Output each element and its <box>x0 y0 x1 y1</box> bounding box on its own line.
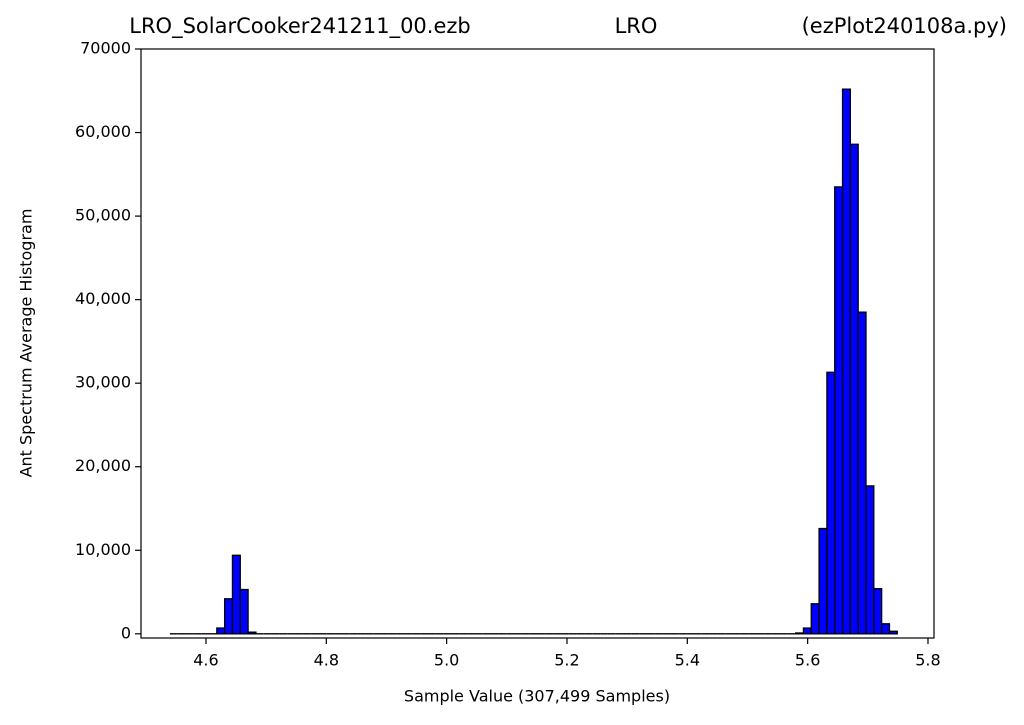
bar <box>818 527 828 635</box>
bar <box>216 627 226 635</box>
bar <box>881 623 891 635</box>
bar <box>810 603 820 635</box>
bar <box>826 371 836 635</box>
bar <box>873 588 883 635</box>
bar <box>849 143 859 635</box>
y-tick-label: 50,000 <box>75 206 131 225</box>
y-tick-label: 0 <box>121 623 131 642</box>
x-tick-label: 4.8 <box>314 651 339 670</box>
bar <box>857 311 867 635</box>
bar <box>794 632 805 635</box>
chart-title: LRO <box>615 14 658 38</box>
x-tick-label: 5.2 <box>554 651 579 670</box>
x-tick-label: 5.0 <box>434 651 459 670</box>
x-tick-label: 5.6 <box>795 651 820 670</box>
bar <box>865 485 875 635</box>
x-axis-label: Sample Value (307,499 Samples) <box>404 687 670 706</box>
chart-title: LRO_SolarCooker241211_00.ezb <box>129 14 471 39</box>
y-tick-label: 70000 <box>80 39 131 58</box>
bar <box>231 554 241 635</box>
chart-title: (ezPlot240108a.py) <box>802 14 1007 38</box>
y-tick-label: 30,000 <box>75 373 131 392</box>
bar <box>247 631 257 635</box>
y-tick-label: 20,000 <box>75 456 131 475</box>
y-tick-label: 40,000 <box>75 289 131 308</box>
x-tick-label: 4.6 <box>193 651 218 670</box>
bar <box>802 627 812 635</box>
y-tick-label: 60,000 <box>75 122 131 141</box>
plot-frame <box>140 48 935 639</box>
x-tick-label: 5.8 <box>915 651 940 670</box>
bar <box>239 588 249 635</box>
y-axis-label: Ant Spectrum Average Histogram <box>17 209 36 478</box>
bar <box>834 186 844 635</box>
y-tick-label: 10,000 <box>75 540 131 559</box>
bar <box>841 88 852 635</box>
x-tick-label: 5.4 <box>675 651 700 670</box>
bar <box>888 630 898 635</box>
bar <box>223 598 234 635</box>
